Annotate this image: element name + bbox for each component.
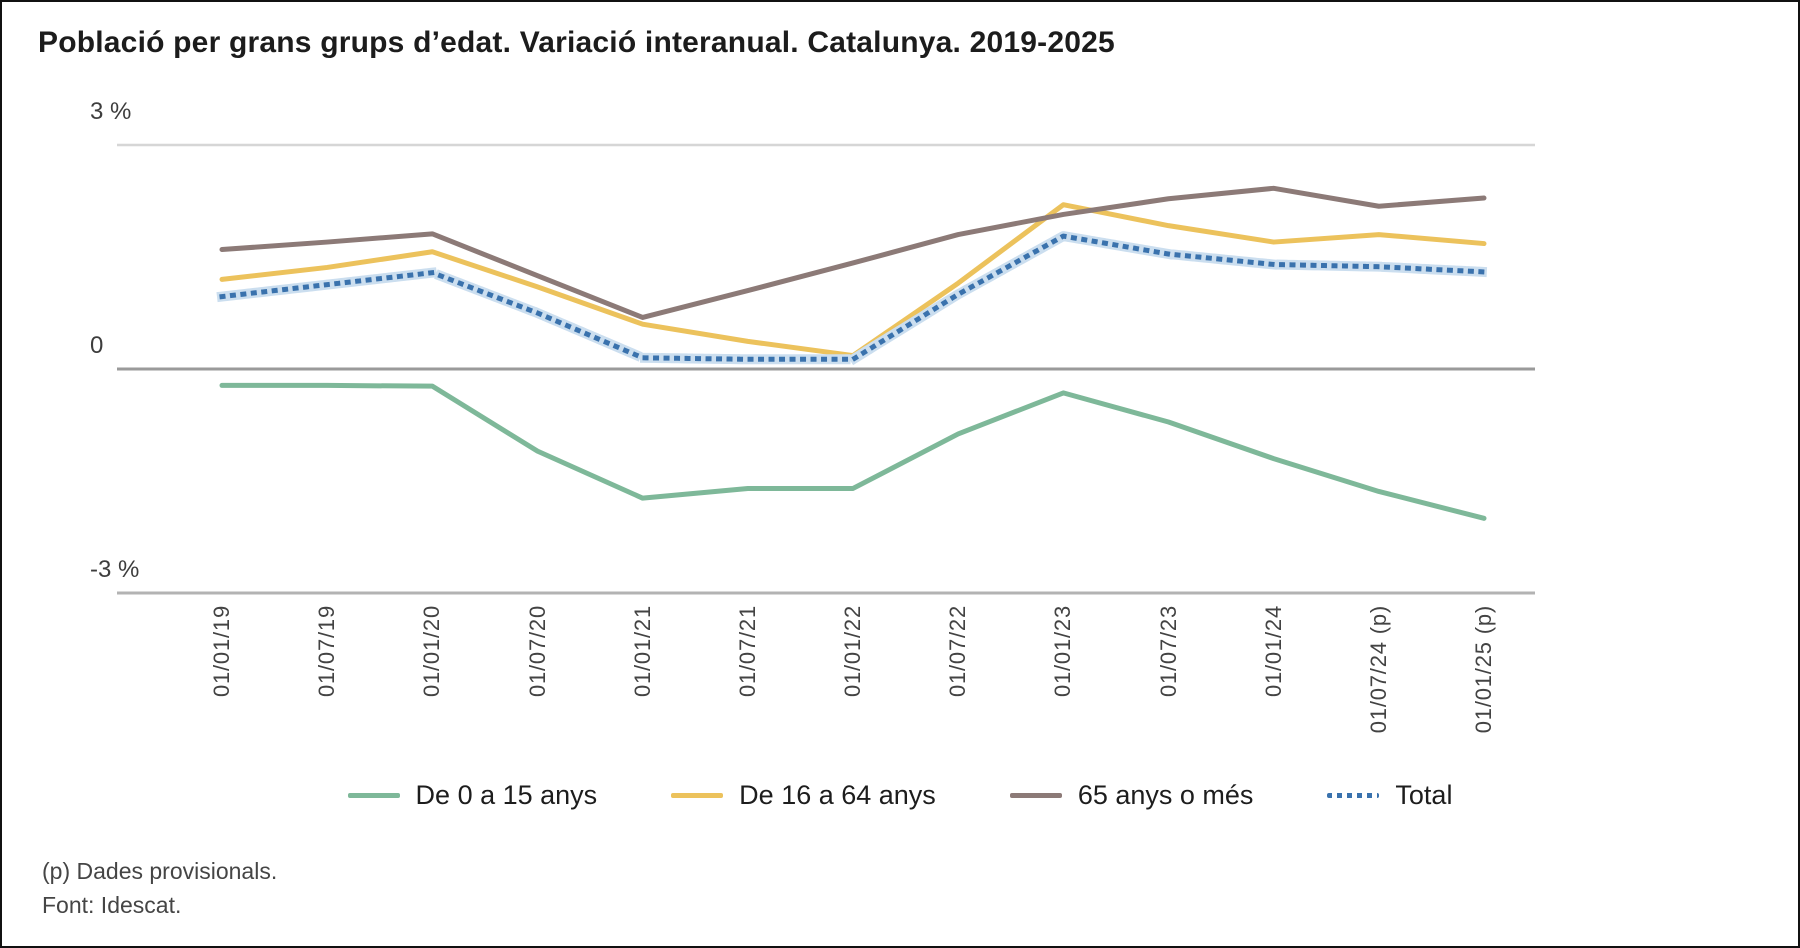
- x-axis-label: 01/01/24: [1260, 605, 1286, 698]
- x-axis-label: 01/01/19: [209, 605, 234, 698]
- x-axis-label: 01/07/19: [314, 605, 340, 698]
- x-axis-label: 01/01/21: [629, 605, 655, 698]
- legend-item-total: Total: [1327, 780, 1452, 811]
- y-axis-label-neg3: -3 %: [90, 556, 140, 583]
- x-axis-label: 01/07/20: [524, 605, 550, 698]
- legend-item-de-0-a-15-anys: De 0 a 15 anys: [347, 780, 598, 811]
- x-axis-label: 01/07/21: [734, 605, 760, 698]
- legend-label: 65 anys o més: [1077, 780, 1254, 810]
- legend-swatch-blue-dotted-line: [1327, 793, 1380, 798]
- series-line-3: [219, 233, 1487, 362]
- chart-title: Població per grans grups d’edat. Variaci…: [38, 26, 1115, 59]
- legend-swatch-yellow-line: [671, 793, 724, 798]
- x-axis-label: 01/07/23: [1155, 605, 1181, 698]
- x-axis-label: 01/01/23: [1050, 605, 1076, 698]
- legend-label: De 16 a 64 anys: [739, 780, 936, 810]
- footnote-provisional: (p) Dades provisionals.: [42, 858, 278, 884]
- y-axis-label-0: 0: [90, 332, 104, 359]
- legend-swatch-brown-line: [1009, 793, 1062, 798]
- legend-label: Total: [1395, 780, 1453, 810]
- series-line-2: [219, 185, 1487, 320]
- footnotes: (p) Dades provisionals. Font: Idescat.: [42, 854, 277, 922]
- series-line-1: [219, 202, 1487, 359]
- y-axis-label-3: 3 %: [90, 98, 132, 125]
- series-line-0: [219, 382, 1487, 521]
- x-axis-label: 01/07/24 (p): [1365, 605, 1391, 734]
- x-axis-label: 01/01/20: [419, 605, 445, 698]
- legend-item-de-16-a-64-anys: De 16 a 64 anys: [671, 780, 936, 811]
- footnote-source: Font: Idescat.: [42, 892, 182, 918]
- legend: De 0 a 15 anys De 16 a 64 anys 65 anys o…: [2, 780, 1798, 811]
- legend-swatch-green-line: [347, 793, 400, 798]
- x-axis-label: 01/07/22: [945, 605, 971, 698]
- legend-item-65-anys-o-mes: 65 anys o més: [1009, 780, 1254, 811]
- x-axis-label: 01/01/25 (p): [1471, 605, 1496, 734]
- legend-label: De 0 a 15 anys: [415, 780, 598, 810]
- x-axis-label: 01/01/22: [840, 605, 865, 698]
